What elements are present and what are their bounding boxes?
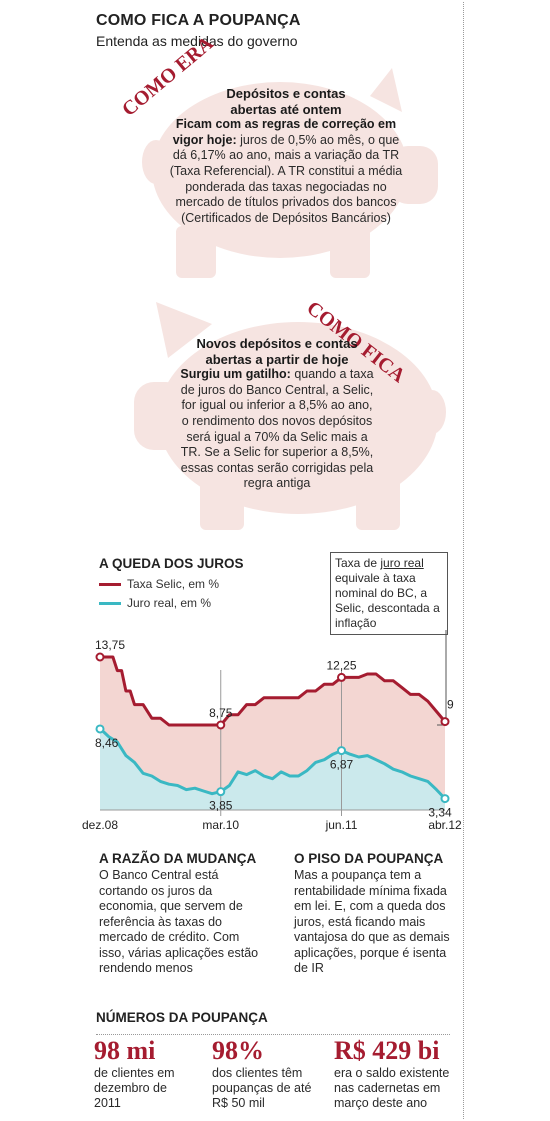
after-body-text: quando a taxa de juros do Banco Central,… [180, 367, 374, 491]
piggy-bank-before [142, 68, 438, 278]
chart-title: A QUEDA DOS JUROS [99, 556, 244, 571]
data-label: 13,75 [95, 638, 125, 652]
note-post: equivale à taxa nominal do BC, a Selic, … [335, 571, 440, 630]
x-tick-label: mar.10 [202, 818, 239, 832]
numbers-heading: NÚMEROS DA POUPANÇA [96, 1010, 268, 1025]
legend-selic: Taxa Selic, em % [99, 577, 219, 591]
after-text: Novos depósitos e contas abertas a parti… [178, 336, 376, 492]
legend-selic-label: Taxa Selic, em % [127, 577, 220, 591]
data-point-marker [440, 794, 450, 804]
selic-area [100, 657, 445, 799]
after-heading-1: Novos depósitos e contas [196, 336, 358, 351]
data-label: 3,34 [428, 806, 452, 820]
data-label: 6,87 [330, 758, 354, 772]
before-lead: Ficam com as regras de correção em vigor… [172, 117, 397, 147]
piggy-bank-after [134, 302, 446, 530]
data-label: 8,46 [95, 736, 119, 750]
x-tick-label: dez.08 [82, 818, 118, 832]
reason-heading: A RAZÃO DA MUDANÇA [99, 851, 257, 866]
real-line [99, 727, 447, 800]
reason-text: O Banco Central está cortando os juros d… [99, 868, 259, 975]
before-body-text: juros de 0,5% ao mês, o que dá 6,17% ao … [169, 132, 403, 225]
chart-note: Taxa de juro real equivale à taxa nomina… [330, 552, 448, 635]
floor-text: Mas a poupança tem a rentabilidade mínim… [294, 868, 450, 975]
legend-selic-swatch [99, 583, 121, 587]
right-rule [463, 2, 464, 1119]
floor-heading: O PISO DA POUPANÇA [294, 851, 444, 866]
after-lead: Surgiu um gatilho: [180, 367, 291, 382]
data-point-marker [337, 672, 346, 682]
stat-percent-text: dos clientes têm poupanças de até R$ 50 … [212, 1066, 312, 1110]
after-heading-2: abertas a partir de hoje [205, 351, 349, 367]
data-point-marker [337, 746, 346, 756]
legend-real-label: Juro real, em % [127, 596, 212, 610]
before-body: Ficam com as regras de correção em vigor… [168, 117, 404, 226]
data-point-marker [95, 724, 105, 734]
before-text: Depósitos e contas abertas até ontem Fic… [168, 86, 404, 226]
stat-clients-text: de clientes em dezembro de 2011 [94, 1066, 175, 1110]
selic-line [100, 655, 447, 727]
page-title: COMO FICA A POUPANÇA [96, 12, 301, 29]
data-point-marker [216, 787, 226, 797]
data-label: 12,25 [326, 658, 356, 672]
x-tick-label: abr.12 [428, 818, 462, 832]
numbers-divider [96, 1034, 450, 1035]
stat-percent-value: 98% [212, 1036, 264, 1065]
legend-real: Juro real, em % [99, 596, 211, 610]
data-label: 3,85 [209, 799, 233, 813]
data-label: 8,75 [209, 706, 233, 720]
legend-real-swatch [99, 602, 121, 606]
before-heading-1: Depósitos e contas [226, 86, 346, 101]
data-point-marker [440, 717, 450, 727]
x-tick-label: jun.11 [325, 818, 358, 832]
stat-clients-value: 98 mi [94, 1036, 156, 1065]
after-body: Surgiu um gatilho: quando a taxa de juro… [178, 367, 376, 492]
stat-balance-value: R$ 429 bi [334, 1036, 440, 1065]
note-highlight: juro real [380, 556, 424, 570]
data-point-marker [216, 720, 226, 730]
before-heading-2: abertas até ontem [230, 101, 342, 117]
note-pre: Taxa de [335, 556, 381, 570]
stat-balance-text: era o saldo existente nas cadernetas em … [334, 1066, 450, 1110]
juros-chart: 13,75 8,75 12,25 9 8,46 3,85 6,87 3,34 dez.08 mar… [82, 630, 462, 832]
page-subtitle: Entenda as medidas do governo [96, 33, 298, 49]
data-label: 9 [447, 698, 454, 712]
data-point-marker [95, 652, 105, 662]
note-connector [437, 630, 447, 726]
